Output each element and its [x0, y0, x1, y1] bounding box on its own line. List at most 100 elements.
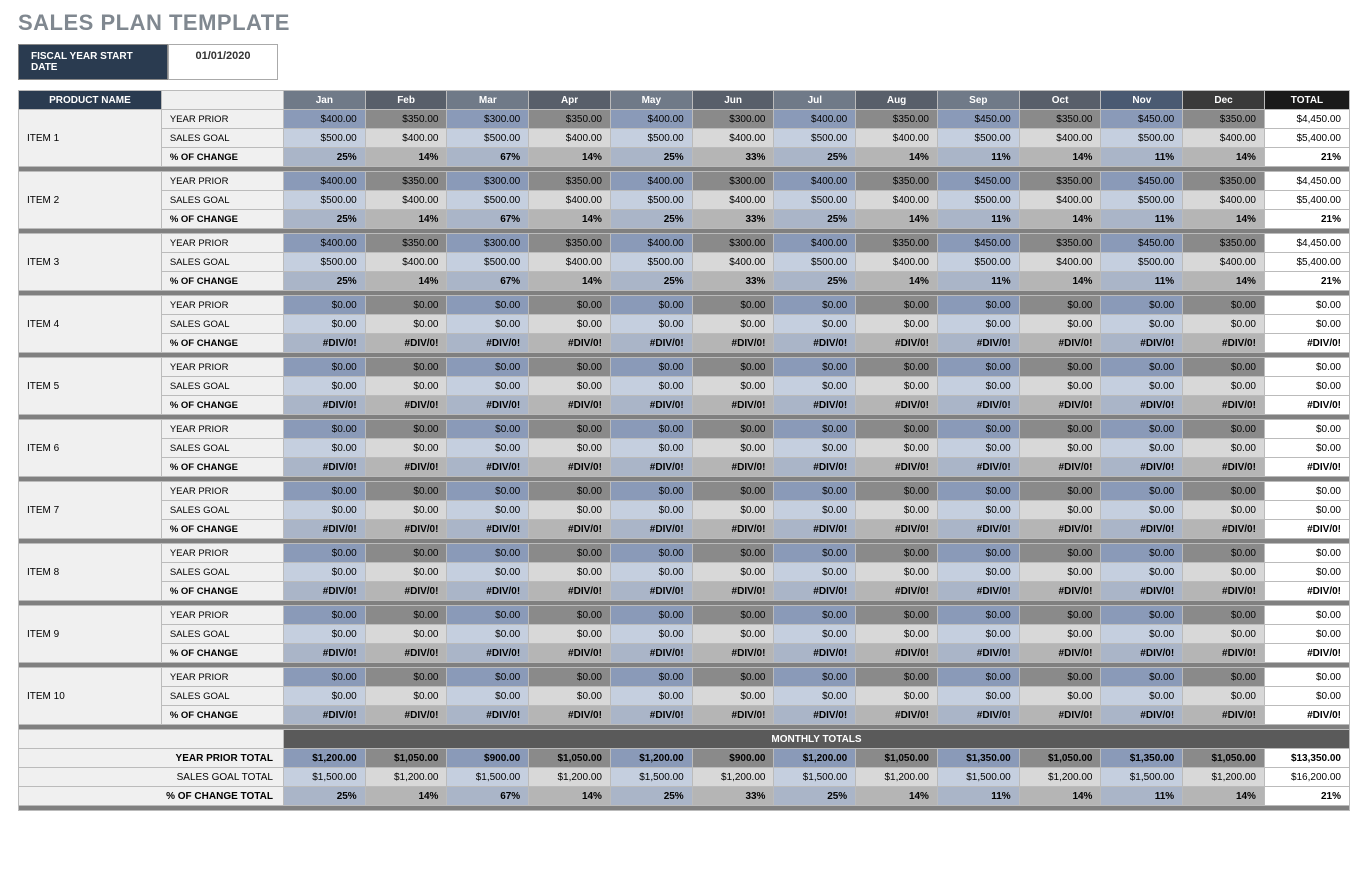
cell[interactable]: 33%	[692, 787, 774, 806]
cell[interactable]: $0.00	[1183, 358, 1265, 377]
cell[interactable]: $500.00	[774, 253, 856, 272]
cell[interactable]: $0.00	[610, 501, 692, 520]
cell[interactable]: #DIV/0!	[856, 458, 938, 477]
cell[interactable]: $1,350.00	[937, 749, 1019, 768]
cell[interactable]: $1,500.00	[610, 768, 692, 787]
cell[interactable]: $1,050.00	[365, 749, 447, 768]
cell[interactable]: #DIV/0!	[937, 458, 1019, 477]
cell[interactable]: $0.00	[856, 625, 938, 644]
cell[interactable]: $0.00	[856, 315, 938, 334]
cell[interactable]: $0.00	[283, 296, 365, 315]
cell[interactable]: $1,200.00	[283, 749, 365, 768]
cell[interactable]: #DIV/0!	[610, 582, 692, 601]
cell[interactable]: $1,050.00	[529, 749, 611, 768]
cell[interactable]: #DIV/0!	[1101, 520, 1183, 539]
cell[interactable]: $0.00	[283, 439, 365, 458]
cell[interactable]: 14%	[856, 787, 938, 806]
cell[interactable]: $900.00	[447, 749, 529, 768]
cell[interactable]: $400.00	[1183, 253, 1265, 272]
cell[interactable]: #DIV/0!	[937, 396, 1019, 415]
cell[interactable]: $0.00	[1183, 625, 1265, 644]
cell[interactable]: $0.00	[1101, 563, 1183, 582]
cell[interactable]: $0.00	[856, 544, 938, 563]
cell[interactable]: $0.00	[610, 544, 692, 563]
item-name[interactable]: ITEM 8	[19, 544, 162, 601]
cell[interactable]: #DIV/0!	[610, 334, 692, 353]
item-name[interactable]: ITEM 4	[19, 296, 162, 353]
cell[interactable]: $0.00	[529, 563, 611, 582]
cell[interactable]: $350.00	[365, 110, 447, 129]
cell[interactable]: $400.00	[529, 129, 611, 148]
cell[interactable]: #DIV/0!	[365, 706, 447, 725]
cell[interactable]: $0.00	[937, 439, 1019, 458]
cell[interactable]: $0.00	[937, 687, 1019, 706]
cell[interactable]: $0.00	[365, 420, 447, 439]
item-name[interactable]: ITEM 3	[19, 234, 162, 291]
cell[interactable]: $1,500.00	[447, 768, 529, 787]
cell[interactable]: #DIV/0!	[529, 582, 611, 601]
cell[interactable]: 14%	[1183, 210, 1265, 229]
cell[interactable]: $500.00	[447, 191, 529, 210]
cell[interactable]: $0.00	[1019, 606, 1101, 625]
cell[interactable]: $350.00	[856, 110, 938, 129]
cell[interactable]: #DIV/0!	[529, 396, 611, 415]
cell[interactable]: $450.00	[937, 172, 1019, 191]
cell[interactable]: $0.00	[1101, 544, 1183, 563]
cell[interactable]: $0.00	[937, 482, 1019, 501]
cell[interactable]: 25%	[774, 148, 856, 167]
cell[interactable]: 25%	[283, 148, 365, 167]
cell[interactable]: #DIV/0!	[1019, 520, 1101, 539]
cell[interactable]: $0.00	[447, 606, 529, 625]
cell[interactable]: $1,050.00	[1019, 749, 1101, 768]
cell[interactable]: $450.00	[937, 234, 1019, 253]
cell[interactable]: #DIV/0!	[610, 520, 692, 539]
cell[interactable]: $900.00	[692, 749, 774, 768]
cell[interactable]: $0.00	[774, 315, 856, 334]
cell[interactable]: $500.00	[283, 191, 365, 210]
cell[interactable]: $500.00	[610, 253, 692, 272]
cell[interactable]: $0.00	[283, 687, 365, 706]
cell[interactable]: #DIV/0!	[937, 706, 1019, 725]
cell[interactable]: $300.00	[447, 172, 529, 191]
cell[interactable]: #DIV/0!	[283, 520, 365, 539]
cell[interactable]: $0.00	[937, 606, 1019, 625]
cell[interactable]: $400.00	[774, 234, 856, 253]
cell[interactable]: $1,200.00	[1183, 768, 1265, 787]
cell[interactable]: $500.00	[774, 129, 856, 148]
cell[interactable]: $400.00	[529, 191, 611, 210]
cell[interactable]: #DIV/0!	[283, 334, 365, 353]
cell[interactable]: $400.00	[529, 253, 611, 272]
cell[interactable]: $0.00	[283, 563, 365, 582]
cell[interactable]: $400.00	[1183, 129, 1265, 148]
cell[interactable]: $0.00	[1019, 563, 1101, 582]
cell[interactable]: $0.00	[856, 296, 938, 315]
cell[interactable]: #DIV/0!	[1101, 706, 1183, 725]
cell[interactable]: $0.00	[1019, 501, 1101, 520]
cell[interactable]: $0.00	[692, 501, 774, 520]
cell[interactable]: $0.00	[1019, 377, 1101, 396]
cell[interactable]: $0.00	[365, 501, 447, 520]
cell[interactable]: #DIV/0!	[1183, 396, 1265, 415]
cell[interactable]: $0.00	[856, 482, 938, 501]
cell[interactable]: #DIV/0!	[447, 396, 529, 415]
cell[interactable]: $0.00	[1101, 501, 1183, 520]
cell[interactable]: 14%	[1019, 148, 1101, 167]
cell[interactable]: $0.00	[1183, 439, 1265, 458]
cell[interactable]: #DIV/0!	[692, 458, 774, 477]
cell[interactable]: $350.00	[529, 110, 611, 129]
cell[interactable]: $0.00	[1183, 377, 1265, 396]
cell[interactable]: $0.00	[447, 501, 529, 520]
cell[interactable]: $0.00	[447, 668, 529, 687]
cell[interactable]: $0.00	[447, 625, 529, 644]
cell[interactable]: #DIV/0!	[447, 334, 529, 353]
cell[interactable]: $300.00	[692, 110, 774, 129]
cell[interactable]: #DIV/0!	[774, 334, 856, 353]
cell[interactable]: #DIV/0!	[365, 458, 447, 477]
cell[interactable]: $0.00	[610, 296, 692, 315]
cell[interactable]: $350.00	[365, 172, 447, 191]
cell[interactable]: 11%	[1101, 787, 1183, 806]
cell[interactable]: 25%	[283, 787, 365, 806]
cell[interactable]: $400.00	[1183, 191, 1265, 210]
cell[interactable]: $0.00	[283, 315, 365, 334]
cell[interactable]: #DIV/0!	[937, 520, 1019, 539]
